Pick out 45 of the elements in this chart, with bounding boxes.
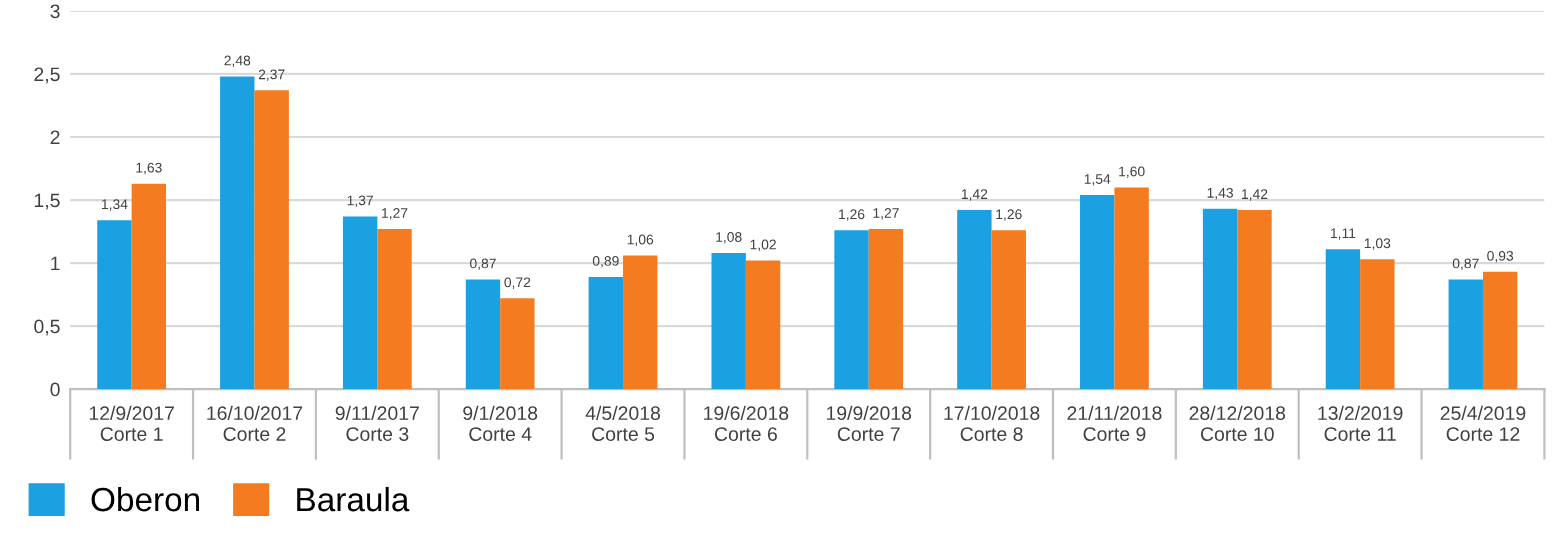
bar (1114, 187, 1149, 390)
bar (1360, 259, 1395, 390)
bar (991, 230, 1026, 390)
y-tick-label: 3 (50, 4, 60, 19)
bar (465, 279, 501, 390)
x-tick-label: 9/11/2017 Corte 3 (335, 405, 419, 441)
x-tick-label: 12/9/2017 Corte 1 (89, 405, 174, 441)
x-tick-label: 4/5/2018 Corte 5 (585, 405, 661, 441)
bar (131, 183, 167, 390)
x-tick-label: 21/11/2018 Corte 9 (1067, 405, 1162, 441)
bar (97, 220, 132, 390)
bar (1202, 208, 1238, 390)
bar (745, 260, 781, 390)
x-tick-label: 25/4/2019 Corte 12 (1440, 405, 1526, 441)
y-tick-label: 0 (50, 382, 60, 397)
bar (588, 276, 624, 390)
bar (377, 229, 412, 390)
bar (623, 255, 658, 390)
legend-label: Oberon (91, 486, 200, 512)
x-tick-label: 17/10/2018 Corte 8 (944, 405, 1040, 441)
x-tick-label: 28/12/2018 Corte 10 (1189, 405, 1286, 441)
x-tick-label: 9/1/2018 Corte 4 (463, 405, 538, 441)
y-tick-label: 0,5 (34, 319, 60, 336)
bar (1237, 210, 1272, 390)
y-tick-label: 2,5 (34, 67, 60, 84)
x-tick-label: 13/2/2019 Corte 11 (1318, 405, 1403, 441)
bar (220, 76, 255, 390)
y-tick-label: 1,5 (34, 193, 60, 210)
bar (1448, 279, 1483, 390)
bar (254, 90, 289, 390)
bar (1325, 249, 1361, 390)
bar (1080, 194, 1115, 390)
bar (500, 298, 535, 390)
x-tick-label: 16/10/2017 Corte 2 (207, 405, 303, 441)
legend-label: Baraula (297, 486, 410, 512)
bar (868, 229, 904, 390)
y-tick-label: 2 (50, 130, 60, 145)
y-tick-label: 1 (51, 256, 60, 271)
x-tick-label: 19/9/2018 Corte 7 (826, 405, 912, 441)
bar (711, 252, 746, 390)
bar (1482, 271, 1518, 390)
bar (342, 216, 378, 390)
bar (957, 210, 992, 390)
bar (834, 230, 869, 390)
x-tick-label: 19/6/2018 Corte 6 (704, 405, 789, 441)
